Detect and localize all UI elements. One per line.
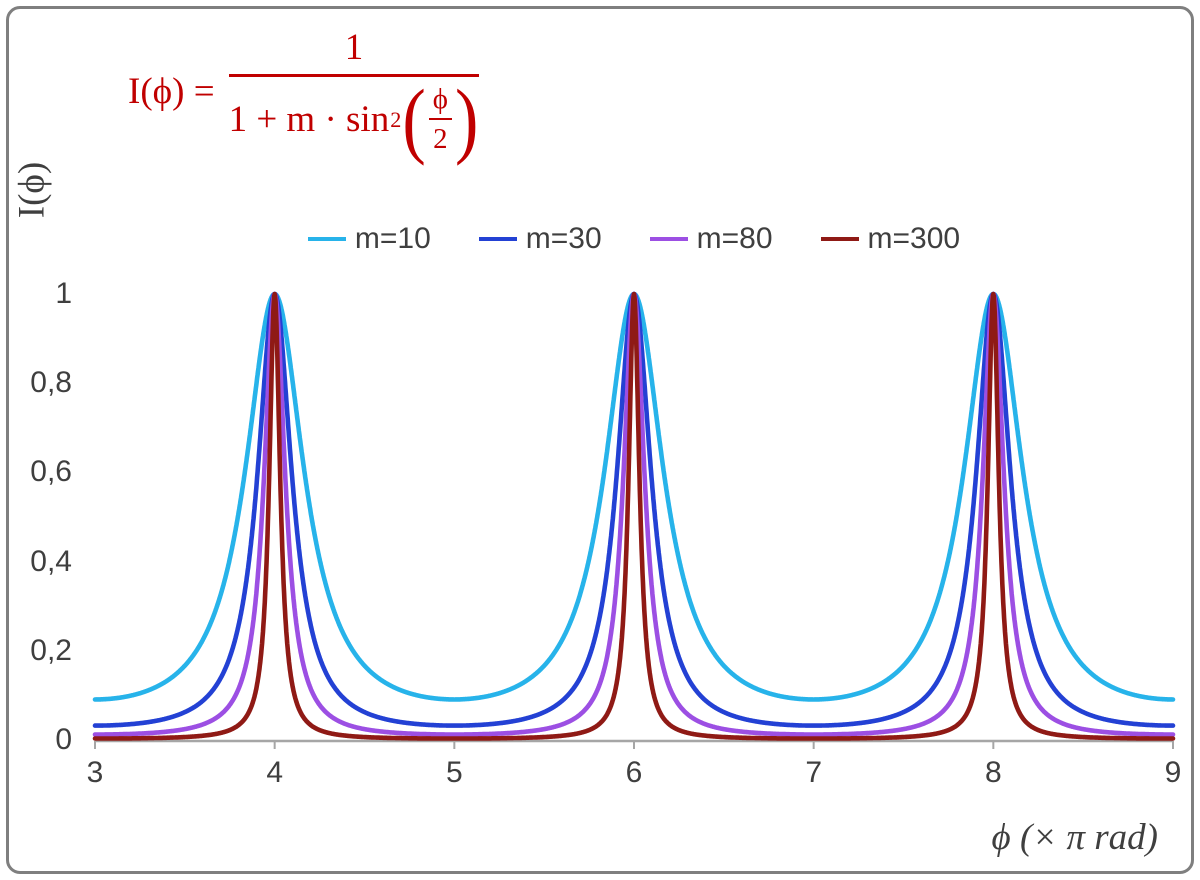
- series-curve-m=30: [92, 291, 1176, 728]
- formula-inner-bottom: 2: [433, 123, 448, 155]
- formula-inner-fraction: ϕ 2: [428, 83, 452, 156]
- y-tick-label: 0,2: [30, 633, 72, 667]
- formula-exponent: 2: [390, 106, 402, 132]
- formula: I(ϕ) = 1 1 + m · sin 2 ( ϕ 2 ): [128, 26, 480, 167]
- x-axis-title: ϕ (× π rad): [991, 817, 1158, 858]
- x-tick-label: 6: [625, 756, 643, 789]
- x-tick-label: 3: [86, 756, 104, 789]
- legend-swatch: [649, 237, 688, 241]
- series-curve-m=300: [92, 291, 1176, 741]
- legend-swatch: [307, 237, 346, 241]
- legend-swatch: [478, 237, 517, 241]
- legend-label: m=10: [354, 222, 431, 255]
- formula-fraction: 1 1 + m · sin 2 ( ϕ 2 ): [228, 26, 480, 167]
- y-axis-title: I(ϕ): [11, 161, 53, 219]
- y-tick-label: 0,6: [30, 455, 72, 489]
- formula-lhs: I(ϕ) =: [128, 70, 215, 112]
- y-tick-label: 0: [55, 723, 72, 756]
- formula-inner-top: ϕ: [428, 83, 452, 120]
- x-tick-label: 7: [805, 756, 822, 789]
- x-tick-label: 4: [266, 756, 283, 789]
- legend-item: m=30: [478, 222, 602, 256]
- legend-swatch: [820, 237, 859, 241]
- y-tick-label: 0,4: [30, 544, 72, 578]
- x-tick-label: 9: [1164, 756, 1182, 789]
- legend-item: m=300: [820, 222, 961, 256]
- series-curve-m=80: [92, 291, 1176, 737]
- legend: m=10 m=30 m=80 m=300: [95, 222, 1173, 256]
- formula-denominator: 1 + m · sin 2 ( ϕ 2 ): [228, 72, 479, 167]
- legend-label: m=30: [525, 222, 602, 255]
- formula-numerator: 1: [228, 26, 480, 77]
- x-tick-label: 5: [445, 756, 463, 789]
- y-tick-label: 1: [55, 277, 72, 310]
- legend-label: m=80: [696, 222, 773, 255]
- legend-item: m=10: [307, 222, 431, 256]
- x-tick-label: 8: [984, 756, 1002, 789]
- legend-label: m=300: [867, 222, 961, 255]
- legend-item: m=80: [649, 222, 773, 256]
- y-tick-label: 0,8: [30, 366, 72, 400]
- formula-den-prefix: 1 + m · sin: [228, 99, 390, 140]
